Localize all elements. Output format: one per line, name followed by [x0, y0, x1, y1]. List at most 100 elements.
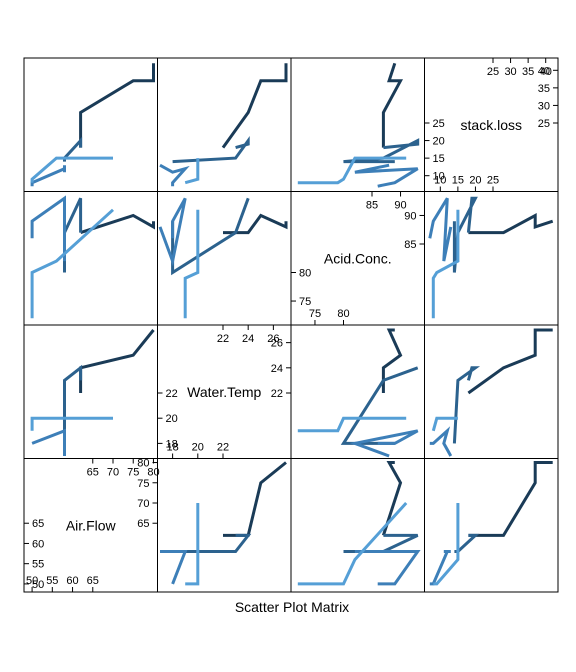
tick-label: 30 [504, 66, 516, 78]
series-line-0 [221, 63, 288, 149]
tick-label: 35 [522, 66, 534, 78]
tick-label: 25 [487, 175, 499, 187]
tick-label: 80 [299, 268, 311, 280]
x-axis-label: Scatter Plot Matrix [235, 599, 349, 615]
tick-label: 26 [271, 338, 283, 350]
tick-label: 80 [337, 308, 349, 320]
series-line-2 [160, 550, 188, 585]
series-line-1 [63, 364, 83, 444]
tick-label: 55 [32, 559, 44, 571]
series-line-1 [172, 135, 250, 164]
tick-label: 15 [433, 153, 445, 165]
panel-1-1 [157, 191, 292, 326]
series-line-1 [172, 533, 252, 553]
series-line-2 [354, 163, 419, 188]
tick-label: 20 [433, 136, 445, 148]
series-line-2 [349, 429, 419, 458]
tick-label: 22 [217, 333, 229, 345]
tick-label: 90 [394, 200, 406, 212]
panel-3-1 [157, 458, 292, 593]
tick-label: 75 [137, 478, 149, 490]
panel-frame [424, 458, 559, 593]
panel-3-2 [290, 458, 425, 593]
series-line-0 [79, 329, 155, 393]
tick-label: 80 [137, 458, 149, 470]
tick-label: 70 [137, 498, 149, 510]
series-line-2 [428, 197, 453, 262]
series-line-0 [223, 213, 288, 235]
tick-label: 18 [166, 438, 178, 450]
tick-label: 20 [166, 413, 178, 425]
series-line-3 [30, 416, 113, 431]
tick-label: 40 [540, 66, 552, 78]
tick-label: 40 [538, 65, 550, 77]
tick-label: 22 [271, 388, 283, 400]
tick-label: 50 [26, 575, 38, 587]
tick-label: 35 [538, 83, 550, 95]
tick-label: 85 [366, 200, 378, 212]
series-line-0 [381, 461, 403, 536]
tick-label: 24 [271, 363, 283, 375]
panel-0-1 [157, 57, 292, 192]
panel-3-3 [424, 458, 559, 593]
series-line-2 [31, 428, 66, 456]
tick-label: 18 [166, 442, 178, 454]
tick-label: 55 [46, 575, 58, 587]
tick-label: 80 [147, 467, 159, 479]
panel-frame [23, 57, 158, 192]
series-line-0 [223, 461, 287, 537]
panel-1-0 [23, 191, 158, 326]
series-line-3 [297, 501, 408, 586]
variable-name: Acid.Conc. [324, 250, 392, 266]
series-line-3 [30, 208, 115, 319]
tick-label: 85 [404, 239, 416, 251]
tick-label: 75 [127, 467, 139, 479]
series-line-2 [429, 550, 451, 586]
series-line-3 [433, 503, 460, 586]
tick-label: 30 [538, 100, 550, 112]
tick-label: 65 [87, 575, 99, 587]
series-line-2 [158, 197, 187, 267]
tick-label: 20 [469, 175, 481, 187]
series-line-1 [63, 197, 83, 273]
series-line-1 [343, 533, 419, 553]
tick-label: 25 [487, 66, 499, 78]
series-line-3 [297, 416, 407, 433]
series-line-0 [468, 461, 553, 537]
panel-1-3 [424, 191, 559, 326]
panel-2-3 [424, 324, 559, 459]
tick-label: 25 [433, 118, 445, 130]
tick-label: 70 [107, 467, 119, 479]
series-line-0 [381, 62, 404, 148]
tick-label: 20 [192, 442, 204, 454]
tick-label: 75 [309, 308, 321, 320]
tick-label: 24 [242, 333, 254, 345]
series-line-1 [452, 366, 481, 444]
tick-label: 15 [452, 175, 464, 187]
tick-label: 65 [87, 467, 99, 479]
panel-2-2 [290, 324, 425, 459]
series-line-2 [159, 163, 190, 187]
tick-label: 60 [32, 538, 44, 550]
tick-label: 65 [32, 518, 44, 530]
series-line-3 [185, 503, 200, 586]
tick-label: 50 [32, 579, 44, 591]
series-line-0 [79, 63, 155, 148]
series-line-2 [429, 426, 453, 457]
panel-0-2 [290, 57, 425, 192]
tick-label: 22 [166, 388, 178, 400]
tick-label: 26 [267, 333, 279, 345]
series-line-3 [184, 158, 200, 185]
tick-label: 75 [299, 296, 311, 308]
series-line-2 [354, 550, 421, 586]
series-line-3 [431, 416, 458, 432]
variable-name: stack.loss [461, 117, 522, 133]
tick-label: 10 [433, 171, 445, 183]
tick-label: 25 [538, 118, 550, 130]
series-line-2 [30, 165, 66, 187]
